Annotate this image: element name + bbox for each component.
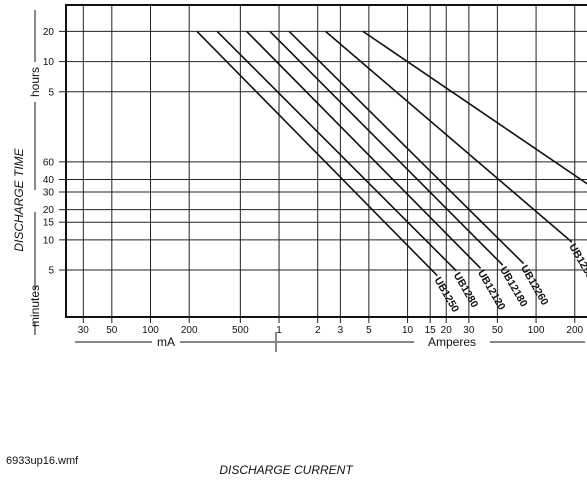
- y-unit-hours: hours: [28, 67, 42, 97]
- x-tick-label: 5: [366, 325, 372, 336]
- y-axis-title: DISCHARGE TIME: [12, 147, 26, 251]
- plot-frame: [65, 4, 587, 318]
- series-line-ub12260: [288, 30, 525, 265]
- x-tick-label: 2: [315, 325, 321, 336]
- y-tick-label: 15: [43, 218, 55, 229]
- x-tick-label: 3: [338, 325, 344, 336]
- x-gridlines: [82, 5, 576, 317]
- x-unit-amperes: Amperes: [428, 335, 476, 349]
- footnote-filename: 6933up16.wmf: [6, 455, 79, 467]
- series-line-ub12550: [325, 30, 573, 243]
- y-tick-label: 20: [43, 27, 55, 38]
- y-tick-label: 10: [43, 57, 55, 68]
- series-line-ub1250: [196, 30, 438, 277]
- series-line-ub1280: [216, 30, 457, 272]
- x-tick-label: 10: [402, 325, 414, 336]
- x-tick-label: 50: [106, 325, 118, 336]
- y-tick-label: 40: [43, 175, 55, 186]
- series-line-ub12180: [269, 30, 504, 266]
- y-unit-minutes: minutes: [28, 285, 42, 327]
- x-tick-label: 100: [528, 325, 545, 336]
- x-tick-labels: 30 50 100 200 500 1 2 3 5 10 15 20 30 50 100 200: [78, 317, 584, 336]
- x-tick-label: 100: [142, 325, 159, 336]
- x-tick-label: 200: [566, 325, 583, 336]
- y-tick-label: 5: [48, 87, 54, 98]
- x-tick-label: 20: [441, 325, 453, 336]
- x-tick-label: 50: [492, 325, 504, 336]
- y-tick-label: 60: [43, 157, 55, 168]
- x-axis-title: DISCHARGE CURRENT: [219, 463, 354, 477]
- series-lines: [196, 30, 587, 277]
- series-line-ub121000: [362, 30, 587, 185]
- x-tick-label: 1: [276, 325, 282, 336]
- y-tick-label: 5: [48, 266, 54, 277]
- y-tick-label: 30: [43, 188, 55, 199]
- y-tick-labels: 20 10 5 60 40 30 20 15 10 5: [43, 27, 66, 277]
- x-tick-label: 30: [463, 325, 475, 336]
- series-line-ub12120: [246, 30, 482, 269]
- plot-background: [66, 5, 587, 317]
- y-tick-label: 20: [43, 205, 55, 216]
- y-gridlines: [66, 30, 587, 271]
- x-tick-label: 15: [425, 325, 437, 336]
- x-tick-label: 500: [232, 325, 249, 336]
- x-tick-label: 30: [78, 325, 90, 336]
- y-tick-label: 10: [43, 235, 55, 246]
- x-tick-label: 200: [181, 325, 198, 336]
- x-unit-ma: mA: [157, 335, 175, 349]
